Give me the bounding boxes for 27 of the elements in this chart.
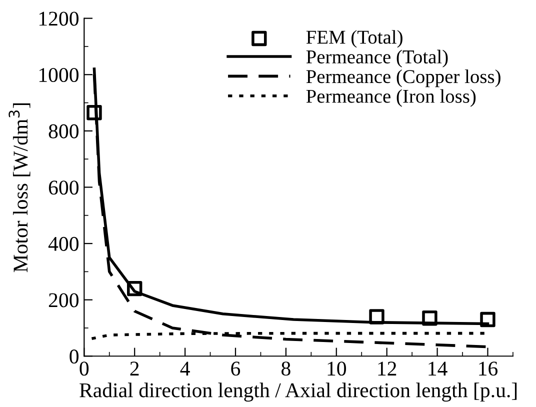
x-tick-label: 0 xyxy=(80,362,89,376)
x-tick-label: 2 xyxy=(130,362,139,376)
point xyxy=(369,309,384,324)
y-tick-label: 400 xyxy=(48,236,78,251)
x-tick-label: 6 xyxy=(231,362,240,376)
x-tick-label: 14 xyxy=(428,362,448,376)
y-tick-label: 1200 xyxy=(39,12,78,26)
x-axis-title: Radial direction length / Axial direction length [p.u.] xyxy=(80,382,517,402)
y-tick-label: 0 xyxy=(70,350,78,364)
point xyxy=(480,312,496,328)
legend-label: Permeance (Copper loss) xyxy=(306,69,500,88)
legend-label: Permeance (Iron loss) xyxy=(306,89,476,107)
y-tick-label: 200 xyxy=(48,293,78,308)
point xyxy=(86,105,102,120)
y-axis-title: Motor loss [W/dm$^{3}$] xyxy=(8,103,30,272)
y-tick-label: 1000 xyxy=(39,68,78,82)
point xyxy=(422,310,438,326)
legend-label: Permeance (Total) xyxy=(306,50,448,68)
y-tick-label: 600 xyxy=(48,180,78,195)
y-tick-label: 800 xyxy=(48,124,78,138)
x-tick-label: 4 xyxy=(180,362,190,376)
x-tick-label: 8 xyxy=(282,362,290,376)
x-tick-label: 10 xyxy=(328,362,346,376)
point xyxy=(126,280,142,296)
x-tick-label: 12 xyxy=(378,362,396,376)
x-tick-label: 16 xyxy=(479,362,498,376)
legend-label: FEM (Total) xyxy=(306,30,402,48)
